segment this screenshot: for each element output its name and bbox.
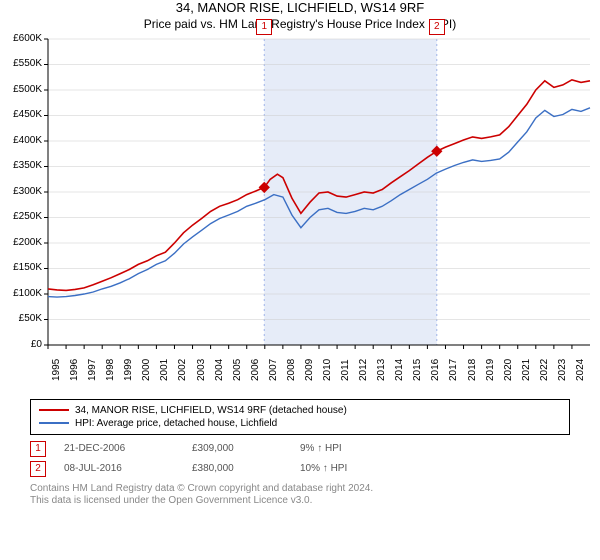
x-tick-label: 2015 bbox=[412, 359, 423, 381]
sale-delta: 9% ↑ HPI bbox=[300, 443, 342, 454]
y-tick-label: £50K bbox=[2, 313, 42, 324]
x-tick-label: 2001 bbox=[159, 359, 170, 381]
y-tick-label: £200K bbox=[2, 237, 42, 248]
sales-table: 1 21-DEC-2006 £309,000 9% ↑ HPI 2 08-JUL-2016… bbox=[30, 439, 570, 479]
x-tick-label: 2023 bbox=[557, 359, 568, 381]
chart-legend: 34, MANOR RISE, LICHFIELD, WS14 9RF (det… bbox=[30, 399, 570, 435]
x-tick-label: 1996 bbox=[69, 359, 80, 381]
y-tick-label: £450K bbox=[2, 109, 42, 120]
x-tick-label: 2006 bbox=[250, 359, 261, 381]
x-tick-label: 2011 bbox=[340, 359, 351, 381]
chart-marker-label: 1 bbox=[256, 19, 272, 35]
x-tick-label: 2020 bbox=[503, 359, 514, 381]
sale-price: £309,000 bbox=[192, 443, 282, 454]
sale-row: 2 08-JUL-2016 £380,000 10% ↑ HPI bbox=[30, 459, 570, 479]
x-tick-label: 2010 bbox=[322, 359, 333, 381]
x-tick-label: 2019 bbox=[485, 359, 496, 381]
x-tick-label: 1999 bbox=[123, 359, 134, 381]
y-tick-label: £100K bbox=[2, 288, 42, 299]
y-tick-label: £250K bbox=[2, 211, 42, 222]
x-tick-label: 2017 bbox=[448, 359, 459, 381]
y-tick-label: £150K bbox=[2, 262, 42, 273]
x-tick-label: 2003 bbox=[196, 359, 207, 381]
sale-price: £380,000 bbox=[192, 463, 282, 474]
sale-marker: 1 bbox=[30, 441, 46, 457]
legend-item: HPI: Average price, detached house, Lich… bbox=[39, 417, 561, 430]
x-tick-label: 2005 bbox=[232, 359, 243, 381]
y-tick-label: £350K bbox=[2, 160, 42, 171]
sale-delta: 10% ↑ HPI bbox=[300, 463, 347, 474]
legend-text: 34, MANOR RISE, LICHFIELD, WS14 9RF (det… bbox=[75, 405, 347, 416]
attribution-line: Contains HM Land Registry data © Crown c… bbox=[30, 483, 570, 496]
sale-date: 08-JUL-2016 bbox=[64, 463, 174, 474]
x-tick-label: 2012 bbox=[358, 359, 369, 381]
x-tick-label: 1997 bbox=[87, 359, 98, 381]
legend-swatch bbox=[39, 422, 69, 424]
page-subtitle: Price paid vs. HM Land Registry's House … bbox=[0, 17, 600, 31]
x-tick-label: 2007 bbox=[268, 359, 279, 381]
page-title: 34, MANOR RISE, LICHFIELD, WS14 9RF bbox=[0, 0, 600, 17]
chart-marker-label: 2 bbox=[429, 19, 445, 35]
sale-row: 1 21-DEC-2006 £309,000 9% ↑ HPI bbox=[30, 439, 570, 459]
x-tick-label: 2009 bbox=[304, 359, 315, 381]
x-tick-label: 2024 bbox=[575, 359, 586, 381]
y-tick-label: £0 bbox=[2, 339, 42, 350]
y-tick-label: £550K bbox=[2, 58, 42, 69]
legend-item: 34, MANOR RISE, LICHFIELD, WS14 9RF (det… bbox=[39, 404, 561, 417]
y-tick-label: £600K bbox=[2, 33, 42, 44]
x-tick-label: 1995 bbox=[51, 359, 62, 381]
attribution-text: Contains HM Land Registry data © Crown c… bbox=[30, 483, 570, 508]
x-tick-label: 2022 bbox=[539, 359, 550, 381]
sale-date: 21-DEC-2006 bbox=[64, 443, 174, 454]
y-tick-label: £400K bbox=[2, 135, 42, 146]
x-tick-label: 1998 bbox=[105, 359, 116, 381]
x-tick-label: 2000 bbox=[141, 359, 152, 381]
price-chart: £0 £50K £100K £150K £200K £250K £300K £350K £400… bbox=[0, 35, 600, 395]
sale-marker: 2 bbox=[30, 461, 46, 477]
x-tick-label: 2021 bbox=[521, 359, 532, 381]
x-tick-label: 2008 bbox=[286, 359, 297, 381]
x-tick-label: 2004 bbox=[214, 359, 225, 381]
y-tick-label: £500K bbox=[2, 84, 42, 95]
attribution-line: This data is licensed under the Open Gov… bbox=[30, 495, 570, 508]
x-tick-label: 2016 bbox=[430, 359, 441, 381]
x-tick-label: 2018 bbox=[467, 359, 478, 381]
y-tick-label: £300K bbox=[2, 186, 42, 197]
legend-swatch bbox=[39, 409, 69, 411]
x-tick-label: 2013 bbox=[376, 359, 387, 381]
x-tick-label: 2002 bbox=[177, 359, 188, 381]
legend-text: HPI: Average price, detached house, Lich… bbox=[75, 418, 277, 429]
x-tick-label: 2014 bbox=[394, 359, 405, 381]
